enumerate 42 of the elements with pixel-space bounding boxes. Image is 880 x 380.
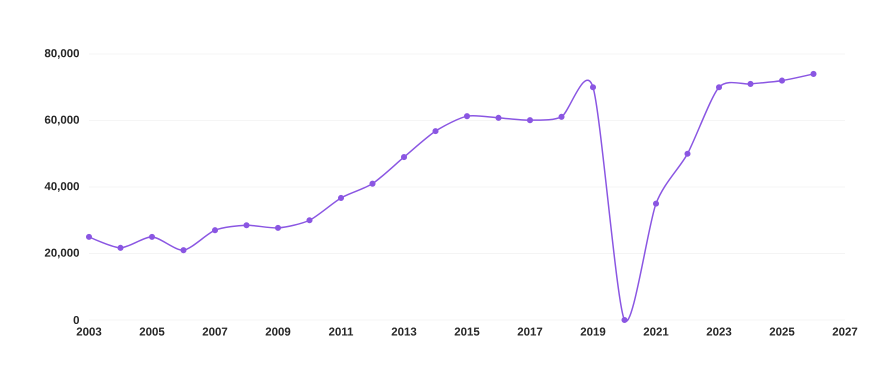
point bbox=[778, 78, 786, 84]
point bbox=[243, 222, 250, 228]
x-tick-label: 2005 bbox=[140, 328, 164, 336]
x-tick-label: 2017 bbox=[518, 328, 542, 336]
x-tick-label: 2015 bbox=[454, 328, 480, 336]
point bbox=[432, 128, 439, 134]
y-tick-label: 40,000 bbox=[44, 182, 80, 192]
point bbox=[558, 114, 565, 120]
x-tick-label: 2009 bbox=[266, 328, 290, 336]
point bbox=[621, 316, 628, 324]
x-tick-label: 2003 bbox=[76, 328, 102, 336]
point bbox=[652, 200, 660, 207]
point bbox=[464, 113, 470, 120]
x-tick-label: 2011 bbox=[328, 328, 354, 336]
point bbox=[810, 70, 817, 77]
x-tick-label: 2023 bbox=[706, 328, 732, 336]
x-tick-label: 2025 bbox=[770, 328, 794, 336]
y-tick-label: 20,000 bbox=[44, 248, 80, 258]
point bbox=[86, 234, 92, 240]
point bbox=[306, 217, 313, 224]
point bbox=[338, 194, 344, 202]
point bbox=[117, 244, 124, 251]
x-tick-label: 2013 bbox=[392, 328, 416, 336]
point bbox=[590, 84, 596, 90]
x-tick-label: 2021 bbox=[644, 328, 668, 336]
point bbox=[212, 227, 218, 234]
point bbox=[369, 180, 376, 187]
x-tick-label: 2019 bbox=[580, 328, 606, 336]
point bbox=[526, 117, 534, 124]
point bbox=[716, 84, 722, 90]
point bbox=[400, 154, 408, 160]
y-tick-label: 0 bbox=[74, 316, 80, 324]
point bbox=[495, 114, 502, 121]
y-tick-label: 80,000 bbox=[44, 49, 80, 59]
x-tick-label: 2027 bbox=[832, 328, 858, 336]
point bbox=[747, 80, 754, 87]
point bbox=[684, 150, 691, 157]
point bbox=[148, 234, 156, 240]
y-tick-label: 60,000 bbox=[44, 116, 80, 126]
point bbox=[180, 247, 187, 254]
point bbox=[274, 224, 282, 231]
x-tick-label: 2007 bbox=[202, 328, 228, 336]
